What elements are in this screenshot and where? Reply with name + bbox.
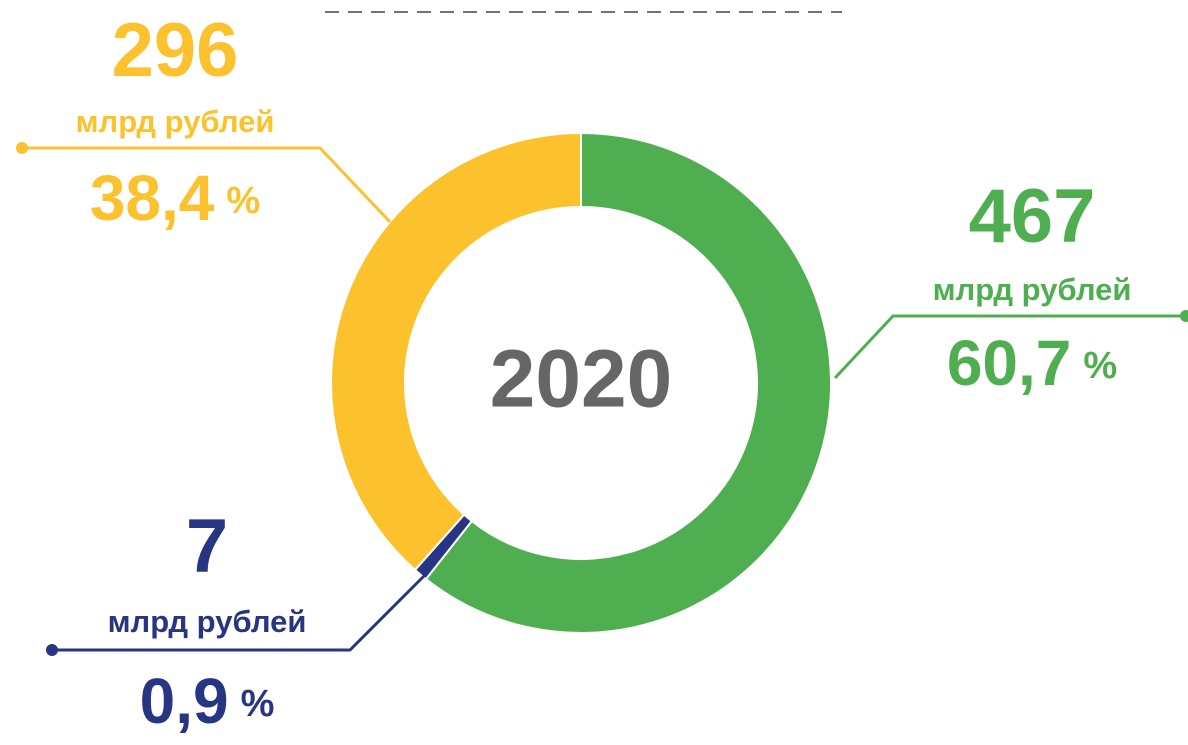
percent-label: 38,4%: [90, 162, 260, 234]
percent-value: 60,7: [947, 327, 1072, 399]
donut-segment: [330, 131, 582, 572]
unit-label: млрд рублей: [108, 604, 307, 639]
percent-label: 60,7%: [947, 327, 1117, 399]
leader-dot: [46, 644, 58, 656]
unit-label: млрд рублей: [933, 272, 1132, 307]
percent-label: 0,9%: [140, 665, 275, 737]
percent-value: 0,9: [140, 665, 229, 737]
leader-line: [52, 573, 427, 652]
value-label: 296: [112, 8, 239, 93]
leader-dot: [1180, 310, 1188, 322]
percent-sign: %: [241, 683, 275, 725]
leader-line: [833, 314, 1186, 380]
center-label: 2020: [490, 334, 672, 425]
value-label: 467: [969, 174, 1096, 259]
leader-dot: [16, 142, 28, 154]
percent-sign: %: [226, 180, 260, 222]
percent-sign: %: [1083, 345, 1117, 387]
donut-segment: [424, 131, 832, 634]
percent-value: 38,4: [90, 162, 215, 234]
value-label: 7: [186, 504, 228, 589]
leader-line: [22, 146, 392, 224]
unit-label: млрд рублей: [76, 104, 275, 139]
